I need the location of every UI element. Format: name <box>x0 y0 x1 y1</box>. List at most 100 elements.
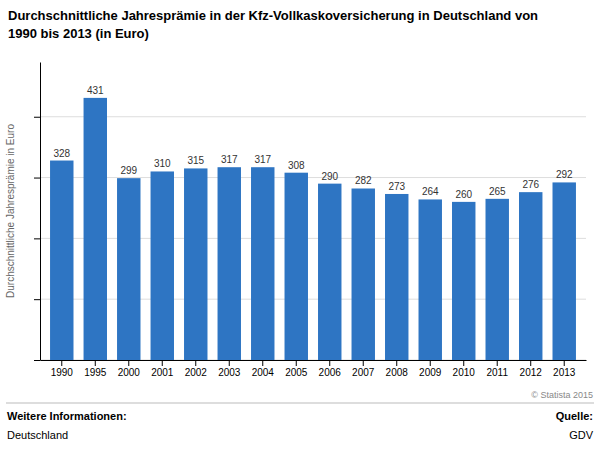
data-label: 290 <box>321 171 338 182</box>
grid-line <box>40 116 586 117</box>
bar <box>184 168 207 360</box>
bar <box>50 161 73 360</box>
y-tick-mark <box>34 178 40 179</box>
x-tick-label: 2002 <box>185 367 208 378</box>
data-label: 273 <box>388 181 405 192</box>
annotation: Quelle: <box>556 410 593 422</box>
data-label: 431 <box>87 85 104 96</box>
bar <box>385 194 408 360</box>
bar <box>218 167 241 360</box>
x-tick-mark <box>195 360 196 366</box>
plot: 3284312993103153173173082902822732642602… <box>34 63 587 379</box>
x-tick: 2001 <box>151 360 174 378</box>
bar <box>117 178 140 360</box>
x-tick-mark <box>329 360 330 366</box>
annotation: Weitere Informationen: <box>7 410 127 422</box>
data-label: 299 <box>120 165 137 176</box>
x-tick-mark <box>262 360 263 366</box>
bar <box>519 192 542 360</box>
x-tick-label: 2008 <box>386 367 409 378</box>
y-tick <box>34 238 40 239</box>
grid-line <box>40 177 586 178</box>
data-labels: 3284312993103153173173082902822732642602… <box>53 85 573 200</box>
annotation: Deutschland <box>7 429 68 441</box>
x-tick-label: 2006 <box>319 367 342 378</box>
y-tick-mark <box>34 299 40 300</box>
chart: Durchschnittliche Jahresprämie in der Kf… <box>0 0 600 455</box>
x-tick-label: 2004 <box>252 367 275 378</box>
x-tick-mark <box>162 360 163 366</box>
x-tick: 2004 <box>252 360 275 378</box>
data-label: 328 <box>53 148 70 159</box>
x-tick: 2005 <box>285 360 308 378</box>
x-tick-mark <box>463 360 464 366</box>
bar <box>285 173 308 360</box>
x-tick-label: 2013 <box>553 367 576 378</box>
x-tick: 2013 <box>553 360 576 378</box>
x-tick: 2011 <box>486 360 508 378</box>
x-tick-label: 2010 <box>453 367 476 378</box>
data-label: 317 <box>221 154 238 165</box>
bar <box>84 98 107 360</box>
x-tick: 2006 <box>319 360 342 378</box>
x-tick-label: 1990 <box>51 367 74 378</box>
x-tick-label: 2007 <box>352 367 375 378</box>
x-tick-mark <box>396 360 397 366</box>
x-axis-line <box>41 360 587 361</box>
x-tick: 1995 <box>84 360 107 378</box>
y-axis <box>34 63 41 361</box>
x-tick-mark <box>95 360 96 366</box>
bar <box>553 182 576 360</box>
x-tick-mark <box>430 360 431 366</box>
x-tick: 2003 <box>218 360 241 378</box>
x-tick-mark <box>363 360 364 366</box>
x-tick: 2007 <box>352 360 375 378</box>
x-tick-label: 2001 <box>151 367 174 378</box>
title-line: Durchschnittliche Jahresprämie in der Kf… <box>8 8 538 23</box>
y-tick <box>34 178 40 179</box>
x-tick-mark <box>128 360 129 366</box>
bar <box>419 199 442 360</box>
x-tick: 2008 <box>386 360 409 378</box>
bar <box>452 202 475 360</box>
annotation: GDV <box>569 429 594 441</box>
title: Durchschnittliche Jahresprämie in der Kf… <box>8 8 538 41</box>
data-label: 315 <box>187 155 204 166</box>
y-tick-mark <box>34 117 40 118</box>
x-tick-mark <box>497 360 498 366</box>
x-tick-label: 1995 <box>84 367 107 378</box>
data-label: 308 <box>288 160 305 171</box>
y-tick <box>34 360 40 361</box>
x-tick-label: 2003 <box>218 367 241 378</box>
x-tick-mark <box>296 360 297 366</box>
y-tick <box>34 117 40 118</box>
y-tick-mark <box>34 360 40 361</box>
data-label: 282 <box>355 175 372 186</box>
y-tick-mark <box>34 238 40 239</box>
x-tick-label: 2005 <box>285 367 308 378</box>
bar <box>352 188 375 360</box>
x-tick-label: 2009 <box>419 367 442 378</box>
x-tick: 2002 <box>185 360 208 378</box>
x-tick: 1990 <box>51 360 74 378</box>
x-tick: 2000 <box>118 360 141 378</box>
x-axis: 1990 1995 2000 2001 2002 2003 2004 2005 2006 2007… <box>41 360 587 378</box>
bar <box>318 184 341 360</box>
x-tick-mark <box>530 360 531 366</box>
data-label: 292 <box>556 169 573 180</box>
x-tick-label: 2000 <box>118 367 141 378</box>
x-tick: 2010 <box>453 360 476 378</box>
data-label: 264 <box>422 186 439 197</box>
x-tick: 2012 <box>520 360 543 378</box>
bar <box>486 199 509 360</box>
data-label: 317 <box>254 154 271 165</box>
y-axis-line <box>40 63 41 361</box>
data-label: 265 <box>489 186 506 197</box>
x-tick-mark <box>564 360 565 366</box>
x-tick-label: 2012 <box>520 367 543 378</box>
y-tick <box>34 299 40 300</box>
x-tick-mark <box>61 360 62 366</box>
bar <box>251 167 274 360</box>
y-axis-label: Durchschnittliche Jahresprämie in Euro <box>5 124 16 298</box>
x-tick-label: 2011 <box>486 367 508 378</box>
